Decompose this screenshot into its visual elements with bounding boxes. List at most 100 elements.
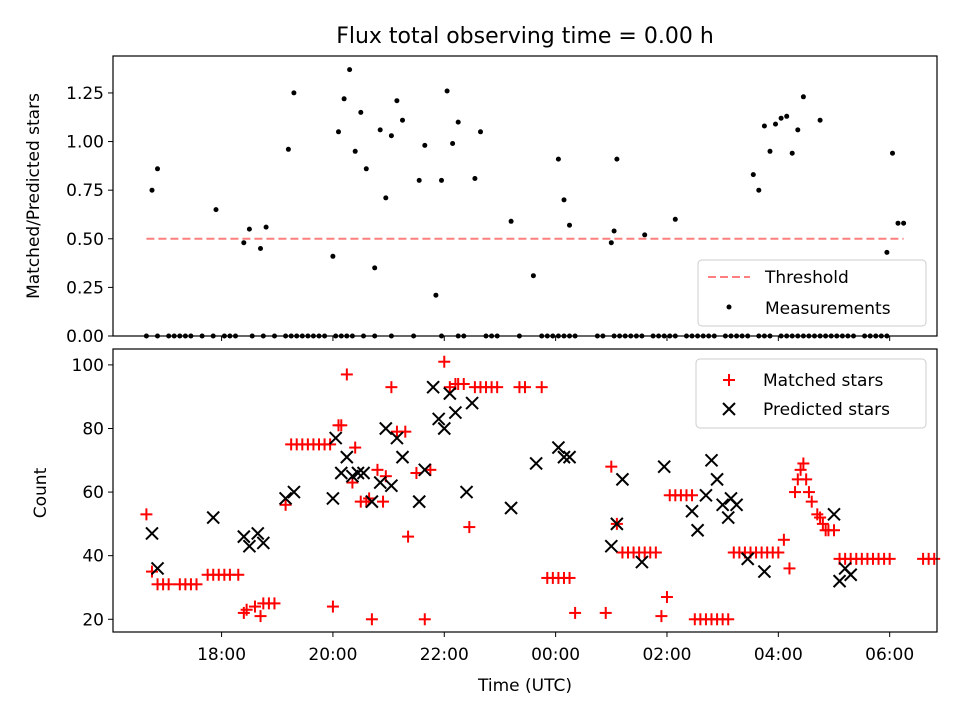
- predicted-star-point: [418, 463, 432, 477]
- measurement-point: [884, 249, 890, 255]
- predicted-star-point: [443, 386, 457, 401]
- measurement-point: [761, 123, 767, 129]
- top-ytick-label: 0.00: [66, 327, 104, 347]
- top-xticks: [221, 336, 891, 341]
- legend-matched-swatch: [723, 374, 735, 386]
- top-panel: 0.00 0.25 0.50 0.75 1.00 1.25 Matched/Predict…: [24, 55, 938, 347]
- matched-star-point: [563, 571, 576, 584]
- matched-star-point: [463, 521, 476, 534]
- matched-star-point: [268, 597, 281, 610]
- bottom-yticks: 20 40 60 80 100: [72, 356, 113, 630]
- predicted-star-point: [390, 431, 404, 445]
- matched-star-point: [371, 463, 384, 476]
- matched-star-point: [777, 533, 790, 546]
- top-legend-box: [697, 259, 927, 327]
- bottom-xtick-label: 20:00: [308, 645, 357, 665]
- bottom-ytick-label: 60: [82, 483, 104, 503]
- matched-star-point: [797, 457, 810, 470]
- matched-star-point: [649, 546, 662, 559]
- predicted-star-point: [721, 510, 735, 525]
- matched-star-point: [248, 600, 261, 613]
- measurement-point: [450, 141, 456, 146]
- matched-star-point: [660, 591, 673, 604]
- measurement-point: [358, 109, 364, 115]
- matched-star-point: [655, 610, 668, 623]
- measurement-point: [330, 253, 336, 259]
- bottom-legend: Matched stars Predicted stars: [695, 358, 927, 429]
- bottom-legend-box: [695, 358, 927, 429]
- measurement-point: [155, 166, 160, 172]
- predicted-star-point: [373, 475, 387, 490]
- matched-star-point: [326, 600, 339, 613]
- bottom-ytick-label: 40: [82, 547, 104, 567]
- matched-star-point: [162, 578, 175, 591]
- measurement-point: [363, 166, 369, 172]
- top-ytick-label: 0.75: [66, 181, 104, 201]
- predicted-star-point: [237, 529, 251, 544]
- bottom-axes-frame: [112, 348, 938, 633]
- measurement-point: [895, 220, 901, 226]
- predicted-star-point: [557, 450, 571, 464]
- top-legend: Threshold Measurements: [697, 259, 927, 327]
- measurement-point: [388, 133, 394, 139]
- measurement-point: [773, 121, 778, 127]
- bottom-xtick-label: 04:00: [754, 645, 803, 665]
- measurement-point: [422, 142, 428, 148]
- matched-star-point: [365, 613, 378, 626]
- predicted-star-point: [562, 450, 577, 464]
- predicted-star-point: [340, 450, 354, 464]
- predicted-star-point: [206, 510, 220, 525]
- measurement-point: [383, 195, 389, 201]
- measurement-point: [778, 115, 784, 121]
- matched-star-point: [385, 381, 398, 394]
- measurement-point: [246, 226, 252, 232]
- predicted-star-point: [242, 539, 257, 553]
- matched-star-point: [140, 508, 153, 521]
- legend-matched-label: Matched stars: [763, 371, 883, 391]
- matched-star-point: [335, 419, 348, 432]
- predicted-star-point: [657, 459, 671, 474]
- measurement-point: [890, 150, 895, 156]
- measurement-point: [472, 176, 478, 181]
- top-ytick-label: 0.25: [66, 278, 104, 298]
- predicted-star-point: [551, 440, 566, 455]
- predicted-star-point: [145, 526, 159, 541]
- matched-star-point: [783, 562, 796, 575]
- measurement-point: [241, 240, 247, 246]
- matched-star-point: [883, 552, 896, 565]
- matched-star-point: [402, 530, 415, 543]
- measurement-point: [901, 220, 907, 226]
- legend-measurements-swatch: [726, 304, 732, 310]
- bottom-ytick-label: 20: [82, 610, 104, 630]
- bottom-xlabel: Time (UTC): [477, 676, 572, 696]
- legend-predicted-swatch: [722, 402, 736, 416]
- matched-star-point: [145, 565, 158, 578]
- matched-star-point: [535, 381, 548, 394]
- measurement-point: [611, 228, 617, 234]
- top-ytick-label: 1.25: [66, 84, 104, 104]
- matched-star-point: [349, 441, 362, 454]
- predicted-star-point: [729, 498, 744, 512]
- predicted-star-point: [635, 555, 649, 569]
- matched-star-point: [569, 606, 582, 619]
- predicted-star-point: [448, 405, 463, 420]
- measurement-point: [394, 98, 400, 104]
- matched-star-point: [240, 603, 253, 616]
- matched-star-point: [424, 463, 437, 476]
- predicted-star-point: [334, 466, 348, 480]
- matched-star-point: [789, 486, 802, 499]
- measurement-point: [416, 177, 422, 183]
- predicted-star-point: [699, 488, 713, 502]
- predicted-star-point: [529, 456, 543, 471]
- predicted-star-point: [326, 491, 340, 506]
- predicted-star-point: [715, 498, 730, 512]
- bottom-panel: 20 40 60 80 100 18:00 20:00 22:00 00:00 02:00 04:…: [31, 348, 941, 696]
- measurement-point: [213, 207, 219, 213]
- bottom-xticks: 18:00 20:00 22:00 00:00 02:00 04:00 06:00: [197, 632, 914, 665]
- predicted-star-point: [426, 380, 440, 394]
- matched-star-point: [491, 381, 504, 394]
- predicted-star-point: [610, 517, 624, 531]
- matched-star-point: [794, 463, 807, 476]
- predicted-star-point: [412, 494, 426, 509]
